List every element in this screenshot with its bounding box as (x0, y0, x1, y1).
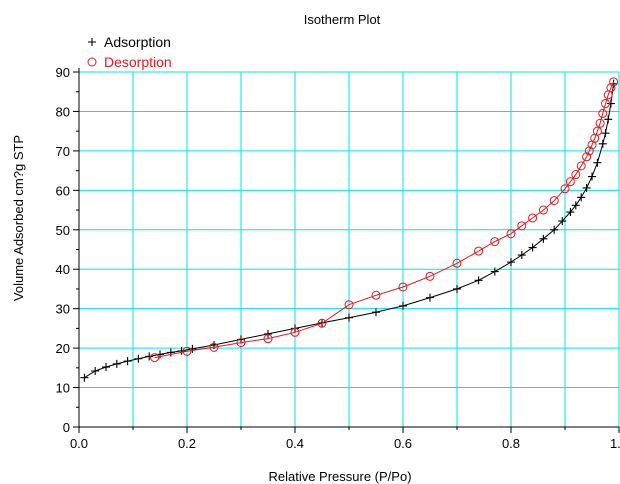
legend-label-adsorption: Adsorption (104, 34, 171, 50)
data-point-desorption (571, 170, 581, 180)
data-point-desorption (582, 152, 592, 162)
data-point-adsorption (577, 193, 586, 202)
legend-marker-plus-icon (88, 38, 96, 46)
data-point-desorption (584, 146, 594, 156)
data-point-desorption (150, 353, 160, 363)
legend-item-desorption: Desorption (87, 54, 172, 70)
data-point-adsorption (80, 373, 89, 382)
data-point-desorption (236, 338, 246, 348)
data-point-adsorption (123, 357, 132, 366)
x-tick-label: 0.8 (502, 436, 520, 451)
data-point-adsorption (517, 251, 526, 260)
x-axis-title: Relative Pressure (P/Po) (268, 469, 411, 484)
y-tick-label: 50 (56, 223, 70, 238)
y-tick-label: 60 (56, 183, 70, 198)
data-point-adsorption (426, 293, 434, 302)
data-point-adsorption (507, 258, 515, 267)
data-point-adsorption (528, 243, 537, 252)
data-point-desorption (182, 346, 192, 356)
series-desorption (150, 77, 619, 363)
data-point-desorption (452, 258, 462, 268)
data-point-desorption (598, 108, 608, 118)
data-point-adsorption (606, 99, 615, 108)
data-point-adsorption (453, 284, 461, 293)
data-point-adsorption (582, 183, 591, 192)
series-line-adsorption (84, 83, 615, 379)
series-adsorption (80, 79, 618, 382)
data-point-desorption (603, 90, 613, 100)
x-tick-label: 1.0 (610, 436, 620, 451)
legend-label-desorption: Desorption (104, 54, 172, 70)
data-point-adsorption (474, 276, 483, 285)
data-point-adsorption (490, 267, 499, 276)
data-point-desorption (344, 300, 354, 310)
x-tick-label: 0.0 (70, 436, 88, 451)
data-point-adsorption (588, 172, 596, 181)
data-point-desorption (517, 221, 527, 231)
data-point-adsorption (372, 308, 380, 317)
data-point-desorption (209, 342, 219, 352)
axes: 0 10 20 30 40 50 60 70 80 90 0.0 0.2 0.4 0.6 0.8 1.0 (56, 65, 620, 451)
data-point-adsorption (604, 115, 613, 124)
y-tick-label: 80 (56, 104, 70, 119)
data-point-desorption (587, 140, 597, 150)
data-point-desorption (317, 318, 327, 328)
data-point-desorption (425, 271, 435, 281)
data-point-desorption (560, 184, 570, 194)
y-tick-label: 40 (56, 262, 70, 277)
data-point-desorption (538, 205, 548, 215)
data-point-adsorption (188, 344, 197, 353)
data-point-adsorption (550, 225, 559, 234)
data-point-desorption (528, 213, 538, 223)
data-point-desorption (595, 118, 605, 128)
x-tick-label: 0.6 (394, 436, 412, 451)
data-point-adsorption (539, 234, 548, 243)
data-point-adsorption (566, 208, 575, 217)
data-point-desorption (506, 229, 516, 239)
legend-item-adsorption: Adsorption (88, 34, 171, 50)
y-tick-label: 10 (56, 381, 70, 396)
data-point-adsorption (345, 313, 353, 322)
series-layer (80, 77, 619, 382)
y-tick-label: 70 (56, 144, 70, 159)
y-tick-label: 20 (56, 341, 70, 356)
legend: Adsorption Desorption (87, 34, 172, 70)
data-point-adsorption (601, 129, 610, 138)
data-point-desorption (474, 246, 484, 256)
data-point-adsorption (91, 366, 100, 375)
data-point-adsorption (166, 348, 175, 357)
legend-marker-circle-icon (87, 57, 97, 67)
data-point-desorption (398, 282, 408, 292)
data-point-desorption (565, 177, 575, 187)
data-point-adsorption (558, 217, 567, 226)
data-point-adsorption (598, 139, 607, 148)
y-tick-label: 30 (56, 302, 70, 317)
x-tick-label: 0.2 (178, 436, 196, 451)
data-point-desorption (576, 161, 586, 171)
data-point-desorption (263, 334, 273, 344)
y-tick-label: 0 (63, 420, 70, 435)
chart-title: Isotherm Plot (304, 12, 381, 27)
y-axis-title: Volume Adsorbed cm?g STP (11, 135, 26, 301)
data-point-desorption (371, 290, 381, 300)
data-point-adsorption (571, 201, 580, 210)
x-tick-label: 0.4 (286, 436, 304, 451)
data-point-adsorption (145, 352, 154, 361)
data-point-adsorption (102, 363, 110, 372)
data-point-desorption (549, 196, 559, 206)
data-point-adsorption (399, 301, 407, 310)
data-point-desorption (601, 99, 610, 109)
data-point-adsorption (112, 359, 121, 368)
y-tick-label: 90 (56, 65, 70, 80)
data-point-desorption (609, 77, 619, 87)
data-point-adsorption (264, 329, 272, 338)
data-point-adsorption (593, 158, 602, 167)
data-point-desorption (490, 237, 500, 247)
data-point-adsorption (177, 346, 186, 355)
data-point-desorption (290, 327, 300, 337)
data-point-adsorption (134, 354, 143, 363)
